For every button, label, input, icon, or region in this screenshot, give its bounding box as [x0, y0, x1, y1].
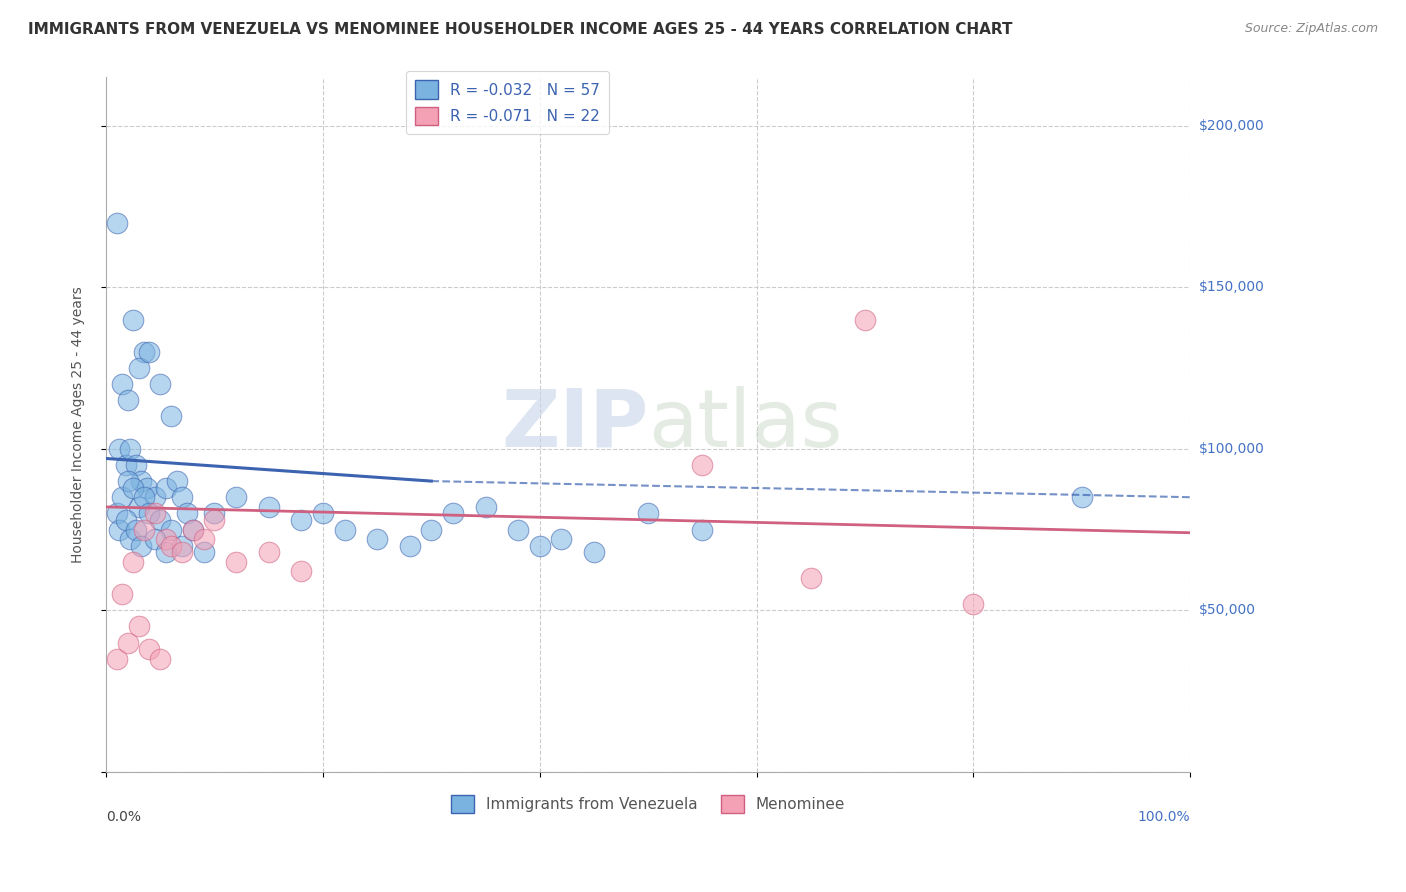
Point: [122, 555, 145, 569]
Point: [193, 532, 215, 546]
Point: [149, 513, 172, 527]
Point: [132, 345, 155, 359]
Text: $200,000: $200,000: [1198, 119, 1264, 133]
Point: [108, 442, 131, 456]
Point: [853, 312, 876, 326]
Point: [143, 532, 166, 546]
Point: [529, 539, 551, 553]
Point: [125, 523, 148, 537]
Point: [160, 409, 183, 424]
Point: [692, 523, 714, 537]
Point: [257, 545, 280, 559]
Point: [637, 507, 659, 521]
Point: [225, 490, 247, 504]
Point: [128, 361, 150, 376]
Point: [692, 458, 714, 472]
Point: [105, 216, 128, 230]
Point: [333, 523, 356, 537]
Text: ZIP: ZIP: [501, 385, 648, 464]
Point: [129, 539, 152, 553]
Text: 100.0%: 100.0%: [1137, 810, 1191, 824]
Point: [117, 474, 139, 488]
Point: [582, 545, 605, 559]
Point: [111, 490, 134, 504]
Point: [132, 523, 155, 537]
Point: [441, 507, 464, 521]
Point: [132, 490, 155, 504]
Point: [193, 545, 215, 559]
Point: [160, 523, 183, 537]
Point: [111, 377, 134, 392]
Point: [204, 507, 226, 521]
Point: [118, 532, 141, 546]
Point: [166, 474, 188, 488]
Point: [170, 545, 193, 559]
Point: [117, 393, 139, 408]
Point: [474, 500, 496, 514]
Text: atlas: atlas: [648, 385, 842, 464]
Point: [149, 377, 172, 392]
Point: [138, 642, 160, 657]
Point: [366, 532, 388, 546]
Point: [800, 571, 823, 585]
Legend: Immigrants from Venezuela, Menominee: Immigrants from Venezuela, Menominee: [444, 789, 852, 820]
Point: [962, 597, 984, 611]
Point: [420, 523, 443, 537]
Point: [155, 481, 177, 495]
Point: [170, 490, 193, 504]
Point: [155, 532, 177, 546]
Point: [108, 523, 131, 537]
Point: [170, 539, 193, 553]
Point: [225, 555, 247, 569]
Point: [129, 474, 152, 488]
Text: Source: ZipAtlas.com: Source: ZipAtlas.com: [1244, 22, 1378, 36]
Point: [105, 507, 128, 521]
Point: [114, 513, 136, 527]
Point: [290, 513, 312, 527]
Point: [1070, 490, 1092, 504]
Text: $50,000: $50,000: [1198, 603, 1256, 617]
Point: [143, 507, 166, 521]
Point: [149, 651, 172, 665]
Point: [290, 565, 312, 579]
Point: [136, 481, 159, 495]
Text: $100,000: $100,000: [1198, 442, 1264, 456]
Point: [181, 523, 204, 537]
Point: [143, 490, 166, 504]
Point: [160, 539, 183, 553]
Point: [506, 523, 529, 537]
Point: [550, 532, 572, 546]
Point: [122, 481, 145, 495]
Text: IMMIGRANTS FROM VENEZUELA VS MENOMINEE HOUSEHOLDER INCOME AGES 25 - 44 YEARS COR: IMMIGRANTS FROM VENEZUELA VS MENOMINEE H…: [28, 22, 1012, 37]
Y-axis label: Householder Income Ages 25 - 44 years: Householder Income Ages 25 - 44 years: [72, 286, 86, 563]
Point: [398, 539, 420, 553]
Point: [138, 507, 160, 521]
Text: $150,000: $150,000: [1198, 280, 1264, 294]
Point: [128, 500, 150, 514]
Point: [117, 635, 139, 649]
Point: [114, 458, 136, 472]
Point: [176, 507, 198, 521]
Text: 0.0%: 0.0%: [105, 810, 141, 824]
Point: [138, 345, 160, 359]
Point: [155, 545, 177, 559]
Point: [128, 619, 150, 633]
Point: [204, 513, 226, 527]
Point: [122, 312, 145, 326]
Point: [125, 458, 148, 472]
Point: [312, 507, 335, 521]
Point: [257, 500, 280, 514]
Point: [118, 442, 141, 456]
Point: [105, 651, 128, 665]
Point: [111, 587, 134, 601]
Point: [181, 523, 204, 537]
